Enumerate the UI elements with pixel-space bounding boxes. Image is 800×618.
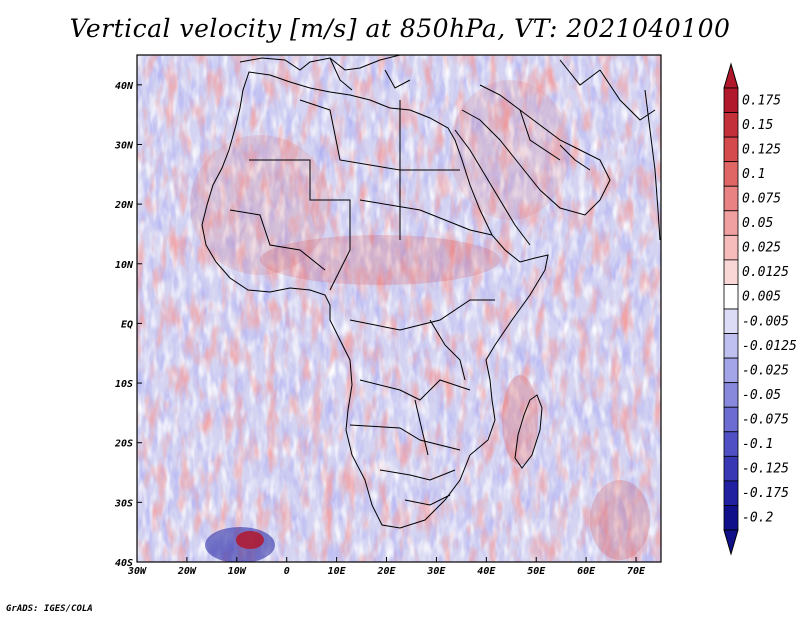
y-tick-label: 40S <box>115 558 133 569</box>
map-title: Vertical velocity [m/s] at 850hPa, VT: 2… <box>69 14 731 43</box>
arabia-coastline <box>461 84 611 216</box>
x-tick-label: 10W <box>228 566 247 577</box>
colorbar-label: -0.175 <box>742 486 789 501</box>
colorbar-label: 0.1 <box>742 167 765 182</box>
colorbar-segment <box>723 234 739 261</box>
y-tick-label: 30S <box>114 498 133 509</box>
x-tick-label: 20W <box>177 566 197 577</box>
colorbar-label: -0.2 <box>742 511 773 526</box>
colorbar-segment <box>723 406 739 433</box>
colorbar-segment <box>723 357 739 384</box>
colorbar-label: 0.075 <box>742 192 781 207</box>
y-tick-label: 30N <box>114 140 134 151</box>
y-tick-label: 10N <box>115 260 134 271</box>
y-tick-label: 20S <box>114 439 133 450</box>
y-tick-label: 40N <box>115 81 134 92</box>
colorbar-label: -0.005 <box>742 314 789 329</box>
colorbar-label: 0.0125 <box>742 265 789 280</box>
x-tick-label: 30E <box>426 566 446 577</box>
colorbar-segment <box>723 505 739 531</box>
coastlines-borders <box>201 55 661 529</box>
colorbar-segment <box>723 333 739 359</box>
colorbar-segment <box>723 382 739 408</box>
colorbar-segment <box>723 112 739 138</box>
colorbar-segment <box>723 480 739 506</box>
colorbar-label: 0.15 <box>742 118 773 133</box>
plot-frame <box>136 54 662 563</box>
colorbar-label: -0.05 <box>742 388 781 403</box>
colorbar-segment <box>723 259 739 285</box>
colorbar-segment <box>723 161 739 187</box>
colorbar-segment <box>723 284 739 310</box>
colorbar-segment <box>723 185 739 212</box>
x-tick-label: 0 <box>284 566 290 577</box>
y-tick-label: 20N <box>114 200 134 211</box>
colorbar-label: 0.05 <box>742 216 773 231</box>
x-tick-label: 50E <box>527 566 546 577</box>
colorbar-segment <box>723 136 739 163</box>
colorbar-label: 0.025 <box>742 241 781 256</box>
europe-coastline <box>239 55 411 91</box>
x-tick-label: 10E <box>328 566 347 577</box>
vertical-velocity-field <box>137 55 661 562</box>
y-tick-label: 10S <box>115 379 133 390</box>
x-tick-label: 60E <box>577 566 596 577</box>
colorbar-label: 0.005 <box>742 290 781 305</box>
colorbar-label: 0.125 <box>742 142 781 157</box>
madagascar-coastline <box>514 394 543 469</box>
colorbar-min-arrow <box>723 529 739 556</box>
x-tick-label: 30W <box>127 566 147 577</box>
colorbar-max-arrow <box>723 62 739 89</box>
africa-coastline <box>201 71 549 529</box>
colorbar-segment <box>723 87 739 113</box>
colorbar-segment <box>723 431 739 457</box>
colorbar-segment <box>723 210 739 236</box>
colorbar-segment <box>723 455 739 482</box>
colorbar-label: -0.1 <box>742 437 773 452</box>
grads-credit: GrADS: IGES/COLA <box>6 604 93 614</box>
x-tick-label: 20E <box>376 566 396 577</box>
colorbar-label: -0.025 <box>742 363 789 378</box>
colorbar-label: -0.125 <box>742 462 789 477</box>
colorbar-label: -0.0125 <box>742 339 797 354</box>
y-tick-label: EQ <box>121 319 133 330</box>
x-tick-label: 70E <box>627 566 646 577</box>
y-axis: 40N 30N 20N 10N EQ 10S 20S 30S 40S <box>114 81 142 569</box>
colorbar-label: -0.075 <box>742 413 789 428</box>
colorbar-segment <box>723 308 739 334</box>
colorbar: 0.175 0.15 0.125 0.1 0.075 0.05 0.025 0.0125 0.0… <box>723 62 797 556</box>
x-axis: 30W 20W 10W 0 10E 20E 30E 40E 50E 60E 70E <box>127 557 646 577</box>
colorbar-label: 0.175 <box>742 93 781 108</box>
x-tick-label: 40E <box>477 566 496 577</box>
